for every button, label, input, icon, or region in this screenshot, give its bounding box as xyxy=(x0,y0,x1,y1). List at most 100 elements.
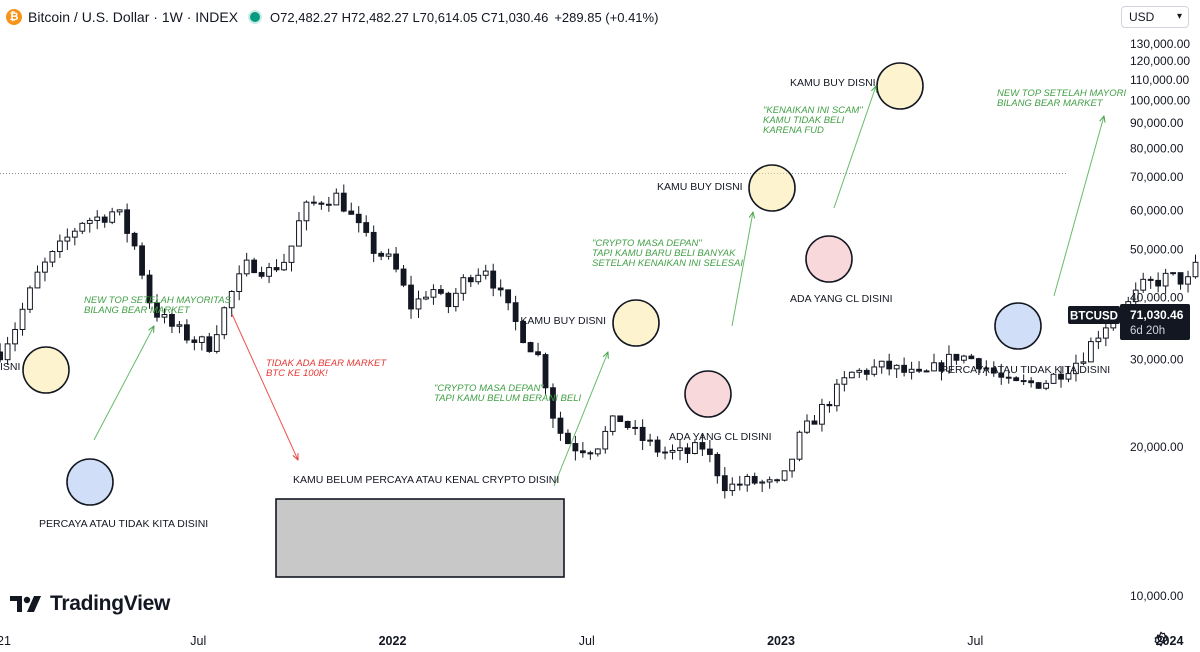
candle-down xyxy=(706,440,713,463)
candle-up xyxy=(833,378,840,412)
candle-up xyxy=(609,415,616,436)
candle-down xyxy=(124,203,131,243)
candle-body xyxy=(109,211,116,223)
tradingview-logo[interactable]: TradingView xyxy=(10,592,170,616)
candle-body xyxy=(692,442,698,455)
candle-body xyxy=(19,308,26,330)
candle-down xyxy=(400,265,407,288)
candle-down xyxy=(408,275,414,319)
candle-down xyxy=(587,450,594,460)
candle-body xyxy=(684,447,691,455)
buy-zone-circle xyxy=(876,62,924,110)
currency-selector[interactable]: USD ▾ xyxy=(1121,6,1189,28)
candle-up xyxy=(460,274,467,301)
candle-down xyxy=(654,436,661,457)
candle-body xyxy=(236,273,243,292)
candle-down xyxy=(520,320,526,344)
annotation-label: KAMU BUY DISNI xyxy=(657,181,743,193)
candle-body xyxy=(1095,337,1102,343)
green-arrow xyxy=(553,352,608,487)
candle-body xyxy=(4,343,11,361)
green-note: "CRYPTO MASA DEPAN" xyxy=(434,383,544,394)
red-note: TIDAK ADA BEAR MARKET xyxy=(266,358,387,369)
candle-body xyxy=(0,351,4,361)
price-change: +289.85 (+0.41%) xyxy=(554,9,659,25)
symbol-header: ₿ Bitcoin / U.S. Dollar · 1W · INDEX O72… xyxy=(6,6,658,28)
candle-up xyxy=(12,322,18,352)
candle-down xyxy=(953,353,960,365)
price-axis-tick-label: 100,000.00 xyxy=(1130,93,1190,107)
candle-body xyxy=(467,277,474,283)
candle-up xyxy=(281,253,287,271)
candle-body xyxy=(1140,278,1147,291)
candle-down xyxy=(535,342,541,357)
green-arrow xyxy=(93,326,154,441)
candle-down xyxy=(378,251,385,261)
candle-body xyxy=(27,287,33,310)
candle-body xyxy=(460,277,467,294)
last-price-tag: BTCUSD 71,030.46 6d 20h xyxy=(1068,304,1190,340)
candle-body xyxy=(647,439,654,442)
red-note: BTC KE 100K! xyxy=(266,368,328,379)
candle-body xyxy=(438,289,444,294)
candle-up xyxy=(34,265,41,289)
candle-body xyxy=(1147,278,1154,281)
candle-body xyxy=(863,369,870,375)
candle-down xyxy=(1155,272,1162,293)
candle-up xyxy=(423,291,429,301)
candle-up xyxy=(288,245,295,272)
candle-up xyxy=(86,217,93,233)
candle-up xyxy=(198,335,205,351)
candle-body xyxy=(1035,382,1042,389)
candle-down xyxy=(258,266,265,279)
candle-up xyxy=(1140,272,1147,293)
candle-body xyxy=(975,358,982,370)
candle-down xyxy=(617,415,624,422)
candle-up xyxy=(632,420,639,436)
candle-down xyxy=(311,195,317,206)
candle-up xyxy=(452,287,459,312)
bottom-zone-circle xyxy=(994,302,1042,350)
candle-body xyxy=(79,222,86,232)
symbol-title[interactable]: Bitcoin / U.S. Dollar · 1W · INDEX xyxy=(28,9,239,25)
candle-body xyxy=(497,287,504,291)
candle-down xyxy=(624,420,631,430)
price-axis-tick-label: 40,000.00 xyxy=(1130,291,1184,305)
price-axis-tick-label: 90,000.00 xyxy=(1130,116,1184,130)
candle-down xyxy=(505,289,512,311)
candle-down xyxy=(146,270,153,309)
candle-up xyxy=(1170,272,1176,276)
candle-body xyxy=(983,367,990,370)
candle-up xyxy=(841,371,848,392)
candle-up xyxy=(1095,330,1102,350)
candle-body xyxy=(871,366,878,375)
candle-body xyxy=(744,475,751,486)
candle-body xyxy=(833,383,840,407)
candle-down xyxy=(1177,272,1184,290)
candle-up xyxy=(1185,270,1191,293)
candle-body xyxy=(1132,289,1139,303)
candle-down xyxy=(550,383,556,429)
time-axis[interactable]: 21Jul2022Jul2023Jul2024Jul2025Jul2026Jul xyxy=(0,634,1200,648)
candle-body xyxy=(131,232,138,247)
candle-body xyxy=(960,355,967,361)
gear-icon[interactable] xyxy=(1153,631,1169,647)
candle-up xyxy=(64,228,71,251)
candle-body xyxy=(325,203,332,206)
candle-body xyxy=(550,387,556,419)
candle-down xyxy=(774,478,781,484)
candle-body xyxy=(311,201,317,204)
candle-up xyxy=(1192,254,1199,279)
candle-body xyxy=(819,403,825,425)
candle-body xyxy=(848,371,855,379)
green-note: KARENA FUD xyxy=(763,125,824,136)
candle-down xyxy=(736,475,743,491)
candle-up xyxy=(878,360,885,374)
candle-up xyxy=(946,345,952,374)
candle-body xyxy=(1185,276,1191,285)
green-note: TAPI KAMU BELUM BERANI BELI xyxy=(434,393,581,404)
candle-down xyxy=(579,442,586,458)
price-axis[interactable]: 10,000.00 20,000.00 30,000.00 40,000.00 50,0… xyxy=(1130,37,1190,603)
candle-down xyxy=(0,343,4,363)
